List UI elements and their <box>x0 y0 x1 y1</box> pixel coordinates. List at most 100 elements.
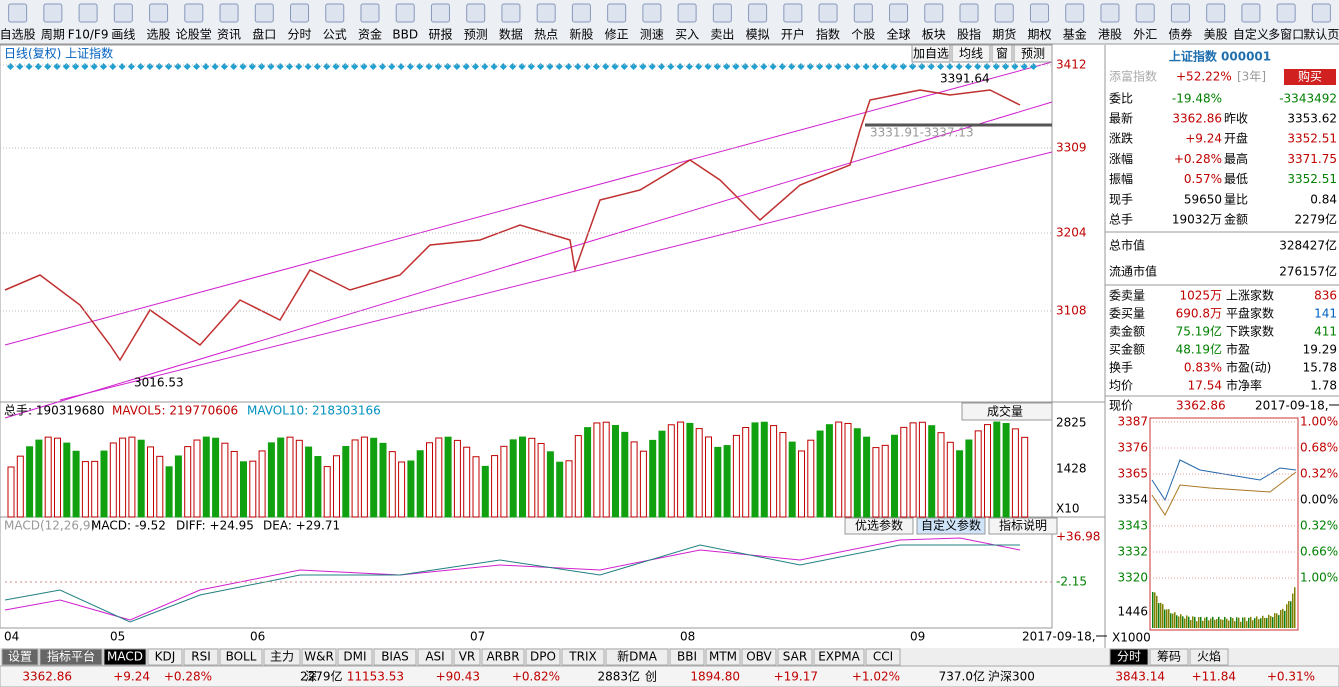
tool-icon[interactable] <box>853 3 873 23</box>
chart-button[interactable] <box>1013 44 1053 63</box>
indicator-tab-label[interactable]: EXPMA <box>818 650 860 664</box>
tool-button[interactable]: 个股 <box>851 28 875 42</box>
tool-icon[interactable] <box>1065 3 1085 23</box>
chart-button-label[interactable]: 均线 <box>959 47 983 61</box>
panel-tab-label[interactable]: 火焰 <box>1197 649 1221 664</box>
tool-button[interactable]: 自定义 <box>1233 27 1269 42</box>
tool-icon[interactable] <box>818 3 838 23</box>
tool-button[interactable]: 买入 <box>675 28 699 42</box>
tool-button[interactable]: 板块 <box>922 28 946 42</box>
tool-button[interactable]: 自选股 <box>0 28 36 42</box>
tool-button[interactable]: 股指 <box>957 27 981 42</box>
indicator-tab[interactable] <box>263 648 301 666</box>
tool-button[interactable]: 预测 <box>464 28 488 42</box>
tool-icon[interactable] <box>501 3 521 23</box>
indicator-tab[interactable] <box>219 648 263 666</box>
tool-icon[interactable] <box>677 3 697 23</box>
tool-button[interactable]: 卖出 <box>710 28 734 42</box>
tool-button[interactable]: 债券 <box>1168 27 1192 42</box>
indicator-tab-label[interactable]: DPO <box>530 650 556 664</box>
tool-button[interactable]: 开户 <box>781 27 805 42</box>
indicator-tab-label[interactable]: OBV <box>746 650 772 664</box>
buy-button[interactable] <box>1284 69 1336 85</box>
tool-icon[interactable] <box>1135 3 1155 23</box>
tool-icon[interactable] <box>466 3 486 23</box>
tool-icon[interactable] <box>219 3 239 23</box>
tool-icon[interactable] <box>712 3 732 23</box>
tool-button[interactable]: BBD <box>392 28 418 42</box>
tool-icon[interactable] <box>395 3 415 23</box>
panel-tab[interactable] <box>1189 648 1229 666</box>
indicator-tab-label[interactable]: TRIX <box>568 650 596 664</box>
tool-icon[interactable] <box>536 3 556 23</box>
tool-button[interactable]: 论股堂 <box>176 28 212 42</box>
macd-button[interactable] <box>844 517 914 535</box>
indicator-tab-label[interactable]: ASI <box>425 650 444 664</box>
tool-button[interactable]: 公式 <box>323 28 347 42</box>
macd-button-label[interactable]: 指标说明 <box>999 518 1047 533</box>
tool-button[interactable]: 基金 <box>1063 27 1087 42</box>
indicator-tab[interactable] <box>453 648 481 666</box>
indicator-tab[interactable] <box>669 648 705 666</box>
indicator-tab[interactable] <box>813 648 865 666</box>
tool-button[interactable]: 盘口 <box>252 27 276 42</box>
indicator-tab-label[interactable]: SAR <box>783 650 807 664</box>
tool-icon[interactable] <box>924 3 944 23</box>
tool-icon[interactable] <box>254 3 274 23</box>
indicator-tab-label[interactable]: 指标平台 <box>47 649 95 664</box>
tool-icon[interactable] <box>8 3 28 23</box>
tool-icon[interactable] <box>748 3 768 23</box>
tool-icon[interactable] <box>78 3 98 23</box>
tool-button[interactable]: 期货 <box>992 27 1016 42</box>
tool-button[interactable]: 港股 <box>1098 28 1122 42</box>
tool-button[interactable]: 全球 <box>887 27 911 42</box>
indicator-tab[interactable] <box>373 648 417 666</box>
indicator-tab[interactable] <box>741 648 777 666</box>
indicator-tab[interactable] <box>605 648 669 666</box>
indicator-tab[interactable] <box>481 648 525 666</box>
indicator-tab-label[interactable]: KDJ <box>155 650 176 664</box>
indicator-tab[interactable] <box>147 648 183 666</box>
tool-button[interactable]: 选股 <box>147 28 171 42</box>
chart-button-label[interactable]: 加自选 <box>913 47 949 61</box>
chart-button[interactable] <box>951 44 991 63</box>
tool-button[interactable]: 数据 <box>499 27 523 42</box>
tool-icon[interactable] <box>1100 3 1120 23</box>
tool-button[interactable]: 美股 <box>1204 28 1228 42</box>
tool-icon[interactable] <box>642 3 662 23</box>
tool-button[interactable]: 默认页 <box>1303 27 1339 42</box>
tool-button[interactable]: 外汇 <box>1133 28 1157 42</box>
indicator-tab[interactable] <box>777 648 813 666</box>
tool-button[interactable]: F10/F9 <box>68 28 109 42</box>
indicator-tab-label[interactable]: BOLL <box>226 650 257 664</box>
tool-icon[interactable] <box>607 3 627 23</box>
buy-button-label[interactable]: 购买 <box>1298 69 1322 84</box>
tool-button[interactable]: 分时 <box>288 28 312 42</box>
tool-icon[interactable] <box>1276 3 1296 23</box>
tool-icon[interactable] <box>994 3 1014 23</box>
panel-tab[interactable] <box>1149 648 1189 666</box>
chart-button-label[interactable]: 预测 <box>1021 47 1045 61</box>
macd-button[interactable] <box>988 517 1058 535</box>
tool-icon[interactable] <box>1029 3 1049 23</box>
tool-icon[interactable] <box>571 3 591 23</box>
panel-tab-label[interactable]: 分时 <box>1117 650 1141 664</box>
tool-icon[interactable] <box>430 3 450 23</box>
tool-icon[interactable] <box>889 3 909 23</box>
tool-icon[interactable] <box>325 3 345 23</box>
macd-button-label[interactable]: 优选参数 <box>855 518 903 533</box>
tool-icon[interactable] <box>1311 3 1331 23</box>
chart-button[interactable] <box>991 44 1013 63</box>
tool-button[interactable]: 期权 <box>1027 28 1051 42</box>
indicator-tab-label[interactable]: W&R <box>304 650 334 664</box>
tool-icon[interactable] <box>959 3 979 23</box>
indicator-tab-label[interactable]: BBI <box>677 650 697 664</box>
panel-tab-label[interactable]: 筹码 <box>1157 650 1181 664</box>
chart-button[interactable] <box>911 44 951 63</box>
tool-button[interactable]: 热点 <box>534 28 558 42</box>
indicator-tab[interactable] <box>39 648 103 666</box>
tool-icon[interactable] <box>783 3 803 23</box>
tool-button[interactable]: 测速 <box>640 28 664 42</box>
indicator-tab[interactable] <box>103 648 147 666</box>
indicator-tab[interactable] <box>337 648 373 666</box>
